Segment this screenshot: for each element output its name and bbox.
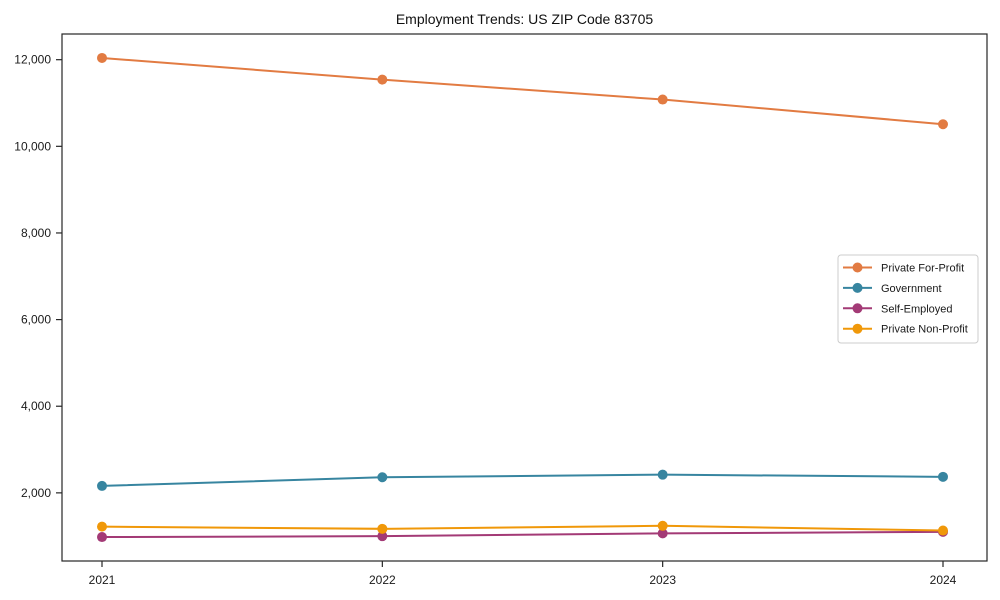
y-tick-label: 4,000 — [21, 399, 51, 413]
data-point-private-for-profit — [938, 119, 948, 130]
data-point-government — [97, 480, 107, 491]
legend-label-self-employed: Self-Employed — [881, 303, 953, 315]
data-point-government — [938, 471, 948, 482]
legend-label-private-non-profit: Private Non-Profit — [881, 324, 968, 336]
data-point-private-for-profit — [97, 52, 107, 63]
y-tick-label: 10,000 — [14, 139, 51, 153]
legend-box — [837, 254, 979, 344]
x-tick-label: 2022 — [369, 573, 396, 587]
data-point-self-employed — [657, 528, 668, 539]
legend-marker-dot-self-employed — [852, 303, 863, 314]
series-line-private-for-profit — [101, 56, 944, 126]
series-line-government — [101, 473, 944, 487]
y-tick-label: 8,000 — [21, 226, 51, 240]
legend-marker-dot-government — [852, 282, 863, 293]
series-line-private-non-profit — [101, 524, 944, 532]
series-lines — [97, 52, 948, 543]
y-tick-label: 12,000 — [14, 53, 51, 67]
plot-border — [61, 33, 988, 562]
x-tick-label: 2024 — [930, 573, 957, 587]
data-point-private-non-profit — [97, 521, 107, 532]
legend-marker-dot-private-non-profit — [852, 323, 863, 334]
legend: Private For-Profit Government Self-Employe… — [837, 254, 979, 344]
data-point-private-for-profit — [377, 74, 388, 85]
data-point-private-non-profit — [377, 523, 388, 534]
series-line-self-employed — [101, 530, 944, 539]
data-point-self-employed — [97, 532, 107, 543]
legend-label-government: Government — [881, 283, 942, 295]
data-point-private-non-profit — [657, 520, 668, 531]
data-point-private-non-profit — [938, 525, 948, 536]
legend-marker-dot-private-for-profit — [852, 262, 863, 273]
y-axis: 2,000 4,000 6,000 8,000 10,000 12,000 — [14, 53, 62, 500]
x-tick-label: 2023 — [649, 573, 676, 587]
x-axis: 2021 2022 2023 2024 — [89, 561, 957, 587]
data-point-self-employed — [377, 531, 388, 542]
data-point-private-for-profit — [657, 94, 668, 105]
chart-title: Employment Trends: US ZIP Code 83705 — [396, 11, 654, 27]
data-point-government — [657, 469, 668, 480]
x-tick-label: 2021 — [89, 573, 116, 587]
legend-label-private-for-profit: Private For-Profit — [881, 263, 964, 275]
y-tick-label: 6,000 — [21, 313, 51, 327]
plot-area — [61, 33, 988, 562]
y-tick-label: 2,000 — [21, 486, 51, 500]
data-point-government — [377, 472, 388, 483]
